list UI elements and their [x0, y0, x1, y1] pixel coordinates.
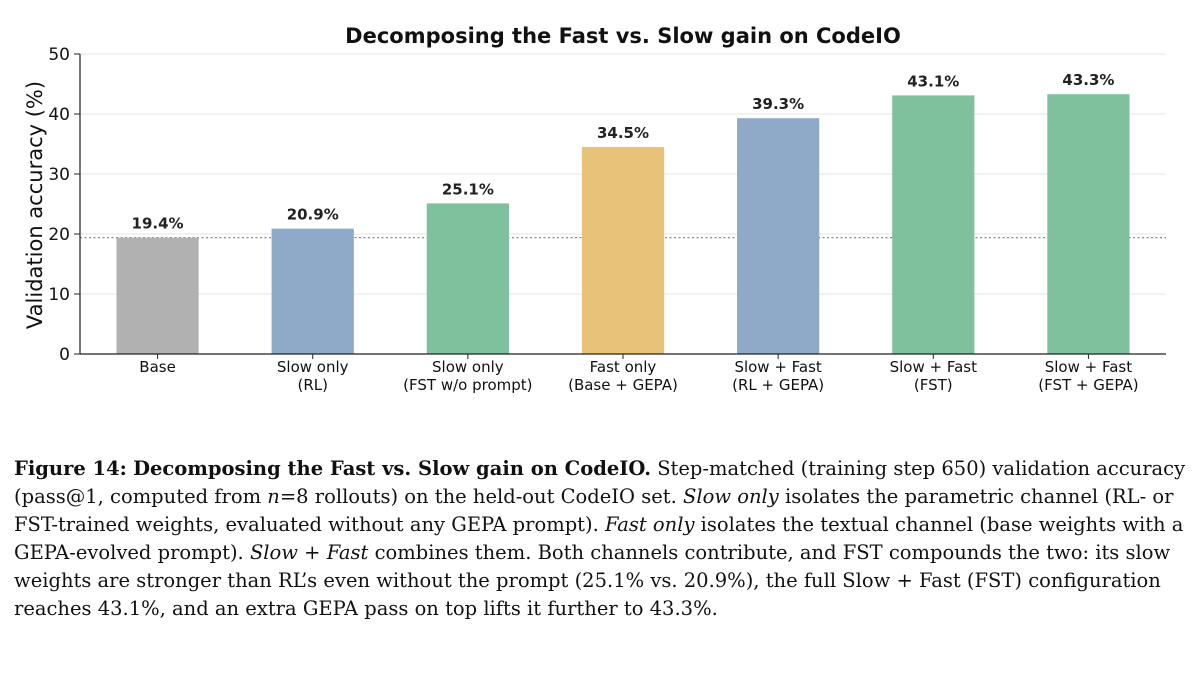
bar-value-label: 34.5%	[597, 124, 649, 142]
x-tick-label: Slow only	[432, 358, 504, 376]
x-tick-label: (FST)	[914, 376, 953, 394]
y-tick-label: 50	[48, 45, 70, 65]
y-tick-label: 30	[48, 165, 70, 185]
caption-bold-title: Decomposing the Fast vs. Slow gain on Co…	[133, 457, 651, 480]
x-tick-label: Slow + Fast	[1045, 358, 1132, 376]
caption-italic-slow-only: Slow only	[682, 485, 779, 508]
x-tick-label: Fast only	[590, 358, 657, 376]
caption-text-3: isolates the parametric channel (RL- or …	[14, 485, 1174, 536]
bar-value-label: 25.1%	[442, 180, 494, 198]
y-tick-label: 20	[48, 225, 70, 245]
bar	[1047, 94, 1130, 354]
bar	[426, 203, 509, 354]
x-tick-label: (RL)	[297, 376, 327, 394]
bar	[116, 237, 199, 354]
y-axis-label: Validation accuracy (%)	[23, 81, 47, 329]
axes	[74, 53, 1166, 359]
x-tick-label: Slow + Fast	[890, 358, 977, 376]
y-tick-label: 10	[48, 285, 70, 305]
bar	[737, 118, 820, 354]
bar	[271, 228, 354, 354]
bar-value-label: 43.3%	[1062, 71, 1114, 89]
x-tick-label: (RL + GEPA)	[732, 376, 824, 394]
bars	[116, 94, 1130, 355]
x-tick-label: (FST w/o prompt)	[403, 376, 532, 394]
bar-value-label: 39.3%	[752, 95, 804, 113]
y-tick-label: 0	[59, 345, 70, 365]
caption-text-4: isolates the textual channel (base weigh…	[14, 513, 1184, 564]
figure-caption: Figure 14: Decomposing the Fast vs. Slow…	[14, 455, 1186, 623]
bar-value-label: 43.1%	[907, 72, 959, 90]
x-tick-label: Slow only	[277, 358, 349, 376]
bar	[581, 147, 665, 354]
x-tick-label: Base	[139, 358, 176, 376]
chart-title: Decomposing the Fast vs. Slow gain on Co…	[345, 24, 901, 48]
caption-italic-slow-fast: Slow + Fast	[249, 541, 369, 564]
bar-value-label: 20.9%	[287, 206, 339, 224]
x-tick-label: (Base + GEPA)	[568, 376, 678, 394]
x-tick-label: Slow + Fast	[734, 358, 821, 376]
y-tick-label: 40	[48, 105, 70, 125]
caption-text-2: =8 rollouts) on the held-out CodeIO set.	[279, 485, 683, 508]
caption-n-variable: n	[267, 485, 280, 508]
caption-text-5: combines them. Both channels contribute,…	[14, 541, 1171, 620]
bar-chart: Decomposing the Fast vs. Slow gain on Co…	[23, 24, 1166, 394]
caption-text-1: Step-matched (training step 650) validat…	[14, 457, 1186, 508]
bar	[892, 95, 975, 355]
x-tick-label: (FST + GEPA)	[1038, 376, 1138, 394]
caption-label: Figure 14:	[14, 457, 127, 480]
bar-value-label: 19.4%	[132, 215, 184, 233]
caption-italic-fast-only: Fast only	[605, 513, 695, 536]
